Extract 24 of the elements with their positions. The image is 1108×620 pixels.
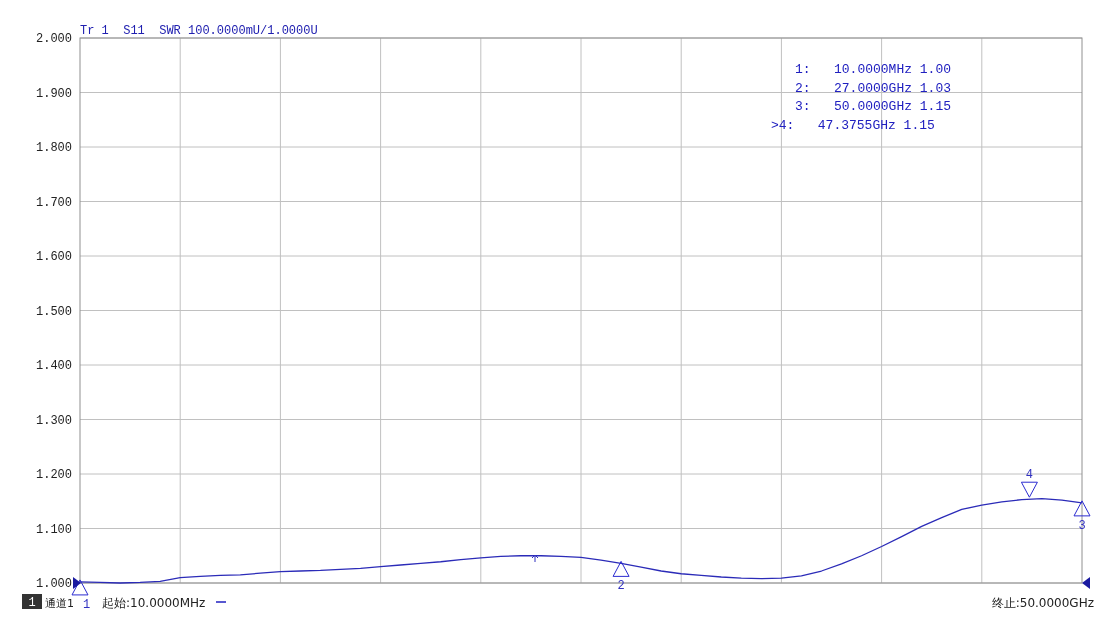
y-tick-label: 1.500 [35,304,72,319]
y-tick-label: 1.400 [35,359,72,374]
annotation: 3: 50.0000GHz 1.15 [795,99,952,114]
y-tick-label: 1.900 [35,86,72,101]
text: 1 [28,596,36,610]
y-tick-label: 1.000 [35,577,72,592]
annotation: >4: 47.3755GHz 1.15 [771,117,935,133]
y-tick-label: 1.200 [35,468,72,483]
annotation: 3 [1078,518,1086,533]
annotation: 2 [617,579,625,594]
annotation: 1: 10.0000MHz 1.00 [795,62,952,77]
annotation: 2: 27.0000GHz 1.03 [795,80,952,96]
y-tick-label: 1.700 [35,195,72,210]
text: 1 [83,597,91,612]
y-tick-label: 1.100 [35,522,72,537]
text: 通道1 [45,597,74,610]
chart-title: Tr 1 S11 SWR 100.0000mU/1.0000U [80,24,318,38]
y-tick-label: 1.800 [35,141,72,156]
text: 终止:50.0000GHz [991,596,1094,610]
y-tick-label: 1.600 [35,250,72,265]
y-tick-label: 2.000 [35,32,72,47]
annotation: 4 [1025,468,1033,483]
text: 起始:10.0000MHz [102,596,206,610]
y-tick-label: 1.300 [35,413,72,428]
